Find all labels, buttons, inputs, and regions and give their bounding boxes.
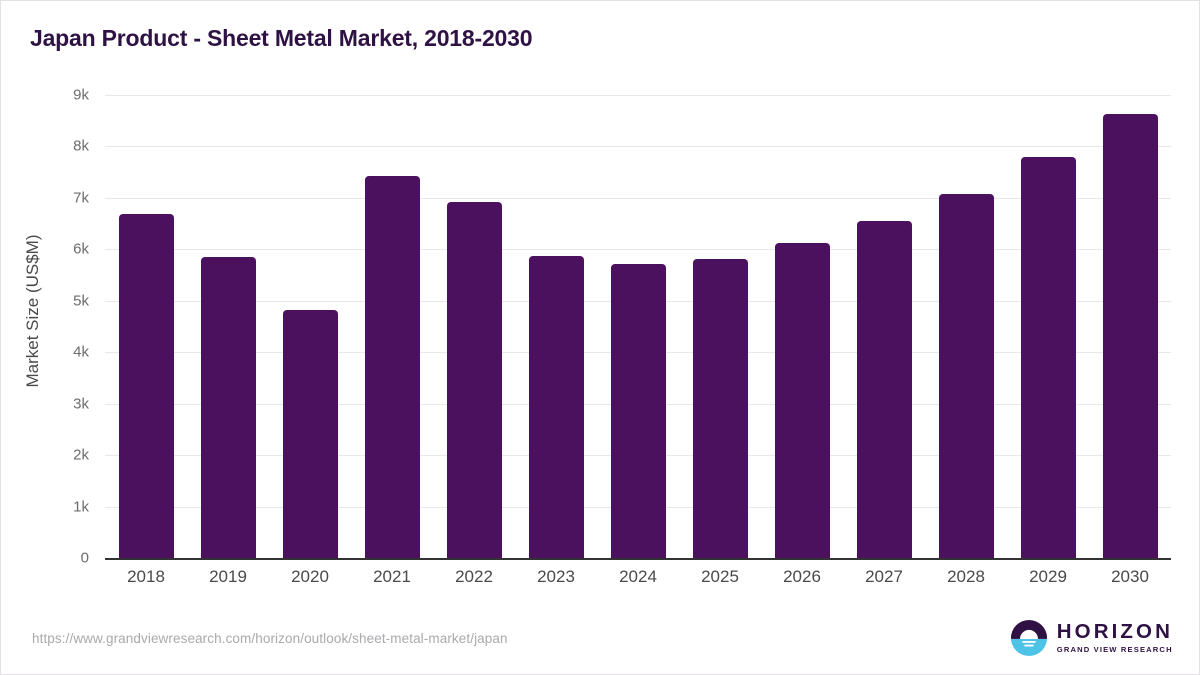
y-tick-label: 5k bbox=[73, 292, 89, 310]
y-tick-label: 6k bbox=[73, 240, 89, 258]
page-title: Japan Product - Sheet Metal Market, 2018… bbox=[30, 25, 533, 51]
bar[interactable] bbox=[118, 213, 174, 558]
x-tick-label: 2021 bbox=[373, 567, 411, 586]
bar[interactable] bbox=[282, 310, 338, 558]
x-tick-label: 2020 bbox=[291, 567, 329, 586]
gridline bbox=[105, 146, 1171, 148]
x-tick-label: 2030 bbox=[1111, 567, 1149, 586]
horizon-logo-icon bbox=[1010, 619, 1047, 657]
bar[interactable] bbox=[446, 201, 502, 558]
y-tick-label: 9k bbox=[73, 86, 89, 104]
bar[interactable] bbox=[1102, 114, 1158, 558]
x-tick-label: 2026 bbox=[783, 567, 821, 586]
axis-baseline bbox=[105, 558, 1171, 560]
gridline bbox=[105, 95, 1171, 96]
y-tick-label: 0 bbox=[80, 549, 89, 567]
bar[interactable] bbox=[774, 242, 830, 558]
x-tick-label: 2018 bbox=[127, 567, 165, 586]
x-tick-label: 2024 bbox=[619, 567, 657, 586]
y-tick-label: 8k bbox=[73, 137, 89, 155]
bar-series bbox=[105, 95, 1171, 558]
y-axis-tick-labels: 0 1k 2k 3k 4k 5k 6k 7k 8k 9k bbox=[25, 87, 89, 567]
x-tick-label: 2022 bbox=[455, 567, 493, 586]
bar[interactable] bbox=[692, 258, 748, 558]
bar[interactable] bbox=[528, 256, 584, 558]
y-tick-label: 2k bbox=[73, 446, 89, 464]
x-tick-label: 2019 bbox=[209, 567, 247, 586]
bar[interactable] bbox=[938, 194, 994, 558]
gridline bbox=[105, 197, 1171, 199]
x-axis-tick-labels: 2018 2019 2020 2021 2022 2023 2024 2025 2026 2027… bbox=[105, 567, 1171, 595]
y-tick-label: 7k bbox=[73, 189, 89, 207]
bar[interactable] bbox=[200, 257, 256, 558]
bar[interactable] bbox=[1020, 157, 1076, 558]
gridline bbox=[105, 249, 1171, 251]
logo-tagline: GRAND VIEW RESEARCH bbox=[1056, 645, 1173, 655]
bar[interactable] bbox=[364, 176, 420, 558]
x-tick-label: 2027 bbox=[865, 567, 903, 586]
logo-wordmark: HORIZON bbox=[1056, 619, 1173, 643]
horizon-logo: HORIZON GRAND VIEW RESEARCH bbox=[1010, 619, 1173, 657]
x-tick-label: 2028 bbox=[947, 567, 985, 586]
y-tick-label: 3k bbox=[73, 395, 89, 413]
x-tick-label: 2029 bbox=[1029, 567, 1067, 586]
y-tick-label: 1k bbox=[73, 498, 89, 516]
y-tick-label: 4k bbox=[73, 343, 89, 361]
logo-text-block: HORIZON GRAND VIEW RESEARCH bbox=[1056, 619, 1173, 655]
bar[interactable] bbox=[856, 220, 912, 558]
source-url[interactable]: https://www.grandviewresearch.com/horizo… bbox=[32, 631, 508, 646]
x-tick-label: 2025 bbox=[701, 567, 739, 586]
x-tick-label: 2023 bbox=[537, 567, 575, 586]
bar[interactable] bbox=[610, 263, 666, 558]
